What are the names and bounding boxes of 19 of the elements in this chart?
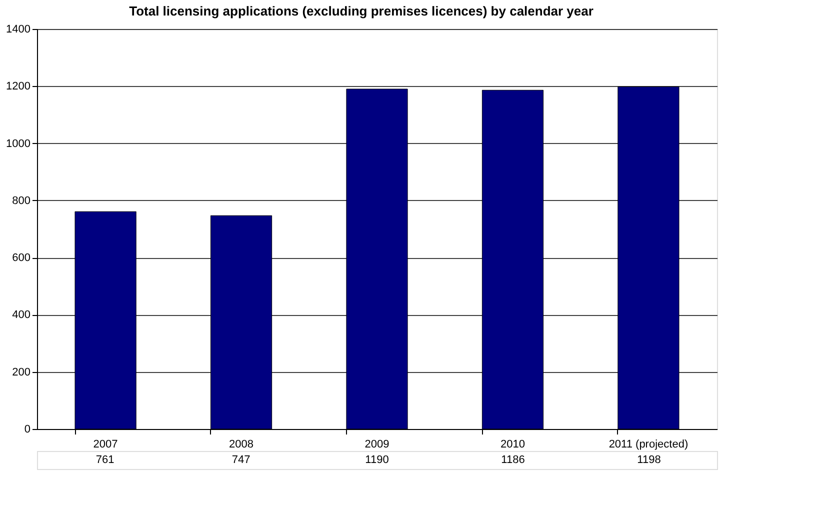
y-tick-label: 200 (12, 366, 30, 378)
data-label: 747 (232, 454, 250, 466)
y-tick-label: 0 (24, 424, 30, 436)
y-tick-label: 1400 (6, 24, 30, 36)
y-tick-label: 1200 (6, 80, 30, 93)
x-tick-label: 2010 (500, 438, 525, 450)
x-tick-label: 2007 (93, 438, 118, 450)
y-tick-label: 1000 (6, 138, 30, 150)
data-label: 1186 (501, 454, 525, 466)
y-tick-label: 400 (12, 309, 30, 322)
x-tick-label: 2008 (229, 438, 254, 450)
chart-title: Total licensing applications (excluding premises licences) by calendar year (129, 4, 594, 18)
y-tick-label: 600 (12, 252, 30, 264)
data-label: 761 (96, 454, 114, 466)
y-tick-label: 800 (12, 194, 30, 207)
data-label: 1190 (365, 454, 389, 466)
x-tick-label: 2009 (364, 438, 390, 450)
x-tick-label: 2011 (projected) (608, 438, 688, 450)
data-label: 1198 (637, 454, 661, 466)
